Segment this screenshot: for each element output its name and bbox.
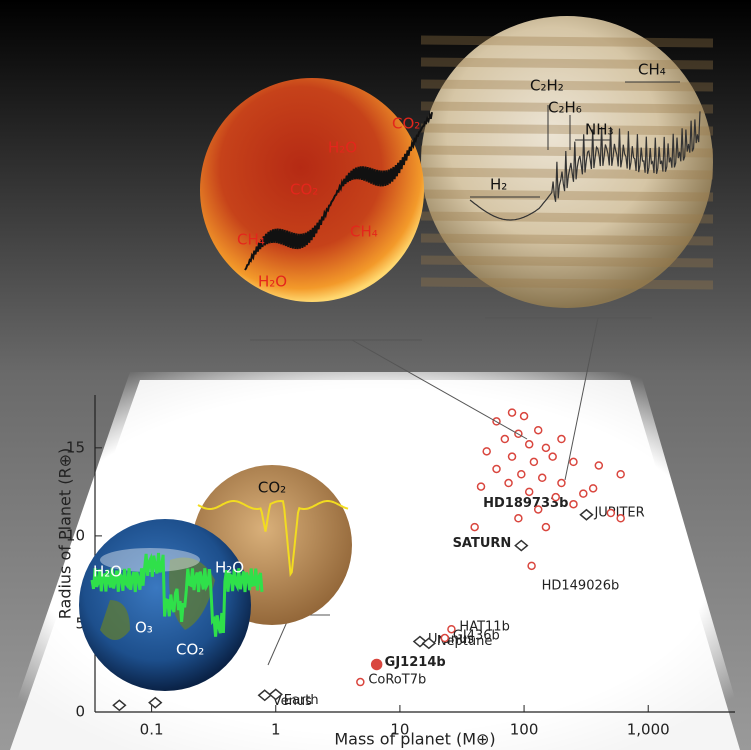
planet-marker <box>356 677 365 687</box>
planet-label: Uranus <box>428 632 474 647</box>
planet-marker <box>514 539 529 552</box>
planet-marker <box>524 487 534 497</box>
planet-marker <box>470 522 479 532</box>
planet-label: SATURN <box>453 536 512 551</box>
cloud-band <box>420 57 714 70</box>
cloud-band <box>420 79 714 92</box>
planet-label: HD189733b <box>483 496 568 511</box>
cloud-band <box>420 101 714 114</box>
planet-marker <box>557 434 566 444</box>
planet-marker <box>588 484 598 493</box>
cloud-band <box>420 233 714 246</box>
planet-marker <box>507 452 517 461</box>
planet-marker <box>557 478 566 488</box>
planet-marker <box>112 699 127 712</box>
molecule-label: O₃ <box>135 619 153 637</box>
planet-label: Neptune <box>437 634 493 649</box>
planet-marker <box>476 482 486 491</box>
plot: 0 5 10 15 0.1 1 10 100 1,000 Mass of planet (M⊕) R… <box>56 395 735 749</box>
planet-marker <box>482 447 491 456</box>
planet-label: Earth <box>284 693 319 708</box>
molecule-label: NH₃ <box>585 121 614 139</box>
planet-marker <box>527 561 536 571</box>
x-tick-label: 100 <box>510 721 539 739</box>
planet-marker <box>529 457 539 467</box>
planet-marker <box>492 464 501 474</box>
planet-label: GJ1214b <box>385 655 446 670</box>
planet-marker <box>440 633 450 643</box>
planet-marker <box>507 408 517 417</box>
molecule-label: C₂H₂ <box>530 77 564 95</box>
cloud-band <box>420 189 714 202</box>
planet-marker <box>447 624 456 634</box>
x-axis-label: Mass of planet (M⊕) <box>334 730 495 749</box>
planet-marker <box>268 688 283 701</box>
planet-marker <box>569 499 578 509</box>
planet-marker <box>551 492 561 502</box>
y-axis-label: Radius of Planet (R⊕) <box>56 448 75 620</box>
molecule-label: CO₂ <box>176 641 204 659</box>
planet-marker <box>616 514 625 523</box>
planet-marker <box>519 411 529 421</box>
planet-marker <box>517 470 526 479</box>
planet-marker <box>514 514 523 523</box>
molecule-label: H₂O <box>93 563 122 581</box>
planet-marker <box>606 508 616 518</box>
molecule-label: CH₄ <box>350 223 378 241</box>
y-tick-label: 5 <box>75 614 85 632</box>
molecule-label: CH₄ <box>237 231 265 249</box>
planet-marker <box>500 434 510 444</box>
planet-marker <box>594 461 604 470</box>
molecule-label: CO₂ <box>392 115 420 133</box>
molecule-label: H₂O <box>258 273 287 291</box>
planet-label: JUPITER <box>593 505 644 520</box>
x-tick-label: 1 <box>271 721 281 739</box>
cloud-band <box>420 211 714 224</box>
molecule-label: H₂O <box>328 139 357 157</box>
cloud-band <box>420 123 714 136</box>
planet-marker <box>524 440 534 449</box>
planet-label: CoRoT7b <box>368 673 426 688</box>
earth-sphere: H₂O H₂O O₃ CO₂ <box>79 519 264 691</box>
planet-marker <box>370 658 383 671</box>
planet-marker <box>421 637 437 650</box>
planet-marker <box>548 452 557 461</box>
cloud-band <box>420 277 714 290</box>
planet-label: GJ436b <box>453 629 500 644</box>
planet-marker <box>533 425 543 435</box>
y-tick-label: 0 <box>75 703 85 721</box>
planet-label: HD149026b <box>542 578 620 593</box>
molecule-label: C₂H₆ <box>548 99 582 117</box>
planet-marker <box>257 689 272 702</box>
x-tick-label: 0.1 <box>140 721 164 739</box>
y-tick-label: 15 <box>66 438 85 456</box>
hot-jupiter-sphere: CO₂ H₂O CO₂ CH₄ CH₄ H₂O <box>200 78 433 302</box>
planet-marker <box>616 470 625 479</box>
planet-marker <box>541 443 551 453</box>
molecule-label: CO₂ <box>290 181 318 199</box>
cloud-band <box>420 255 714 268</box>
x-tick-label: 10 <box>390 721 409 739</box>
planet-marker <box>579 489 588 498</box>
x-tick-label: 1,000 <box>627 721 670 739</box>
planet-marker <box>148 696 163 709</box>
cloud-band <box>420 35 714 48</box>
molecule-label: H₂O <box>215 559 244 577</box>
y-tick-label: 10 <box>66 526 85 544</box>
molecule-label: H₂ <box>490 176 507 194</box>
planet-marker <box>533 505 543 514</box>
planet-marker <box>504 478 513 488</box>
molecule-label: CH₄ <box>638 61 666 79</box>
planet-label: Venus <box>273 694 312 709</box>
jupiter-sphere: C₂H₂ C₂H₆ NH₃ CH₄ H₂ <box>420 16 714 308</box>
planet-marker <box>537 473 547 483</box>
planet-label: HAT11b <box>459 620 509 635</box>
planet-marker <box>541 522 551 532</box>
planet-marker <box>579 508 594 521</box>
molecule-label: CO₂ <box>258 479 286 497</box>
planet-marker <box>569 457 578 467</box>
